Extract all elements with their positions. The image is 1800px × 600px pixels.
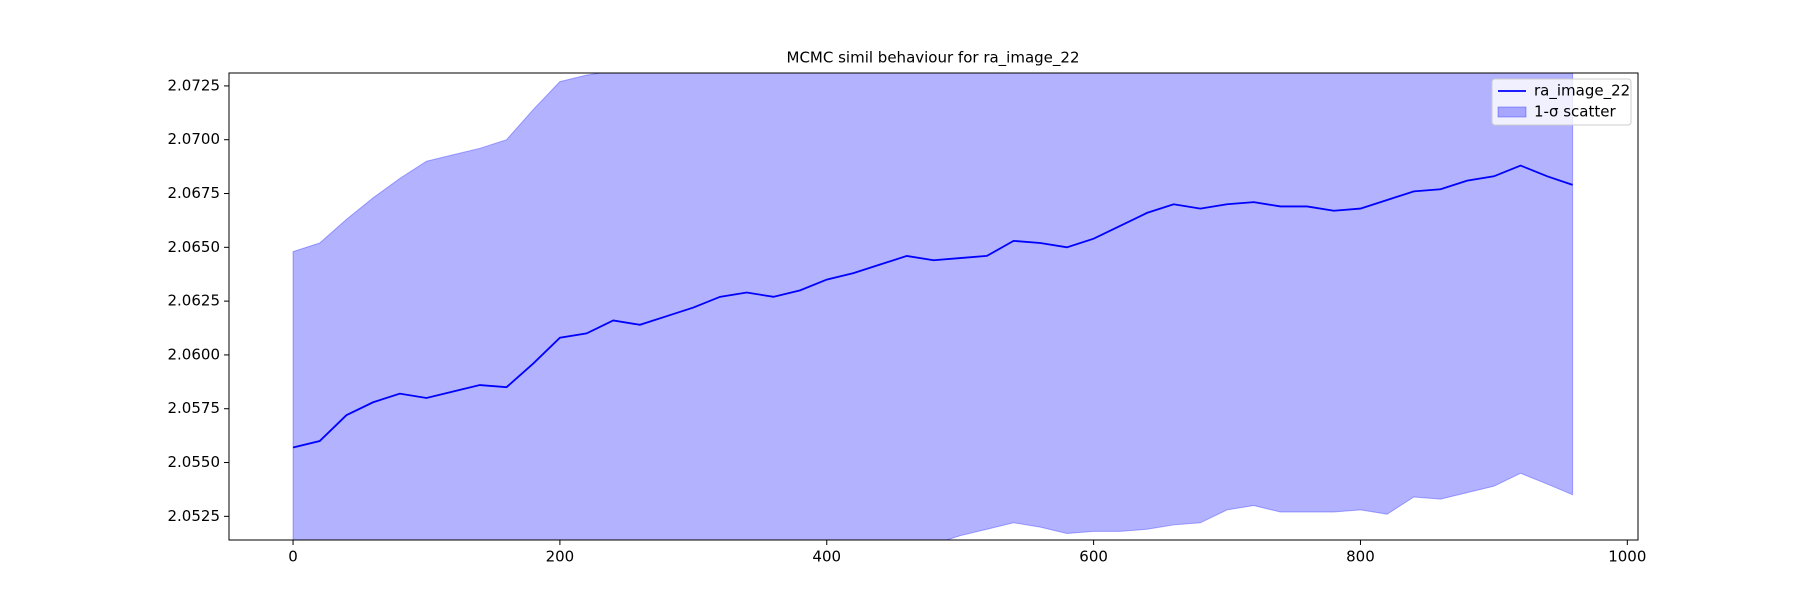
y-tick-label: 2.0575 [168, 399, 221, 417]
x-tick-label: 800 [1346, 548, 1375, 566]
legend-label: 1-σ scatter [1534, 103, 1616, 121]
y-tick-label: 2.0525 [168, 507, 221, 525]
x-tick-label: 0 [288, 548, 298, 566]
legend-patch [1497, 106, 1527, 118]
y-tick-label: 2.0725 [168, 76, 221, 94]
x-tick-label: 600 [1079, 548, 1108, 566]
y-tick-label: 2.0675 [168, 184, 221, 202]
y-tick-label: 2.0550 [168, 453, 221, 471]
axes-frame [228, 72, 1639, 541]
scatter-band [292, 73, 1574, 540]
plot-area [292, 73, 1574, 540]
legend-frame [1491, 78, 1632, 126]
chart-title: MCMC simil behaviour for ra_image_22 [787, 49, 1080, 68]
x-tick-label: 1000 [1608, 548, 1646, 566]
y-tick-label: 2.0650 [168, 238, 221, 256]
series-line [292, 164, 1573, 449]
y-tick-label: 2.0700 [168, 130, 221, 148]
legend-label: ra_image_22 [1534, 82, 1630, 101]
y-tick-label: 2.0600 [168, 345, 221, 363]
legend: ra_image_22 1-σ scatter [1491, 78, 1632, 126]
x-tick-label: 400 [812, 548, 841, 566]
y-tick-label: 2.0625 [168, 292, 221, 310]
x-tick-label: 200 [546, 548, 575, 566]
